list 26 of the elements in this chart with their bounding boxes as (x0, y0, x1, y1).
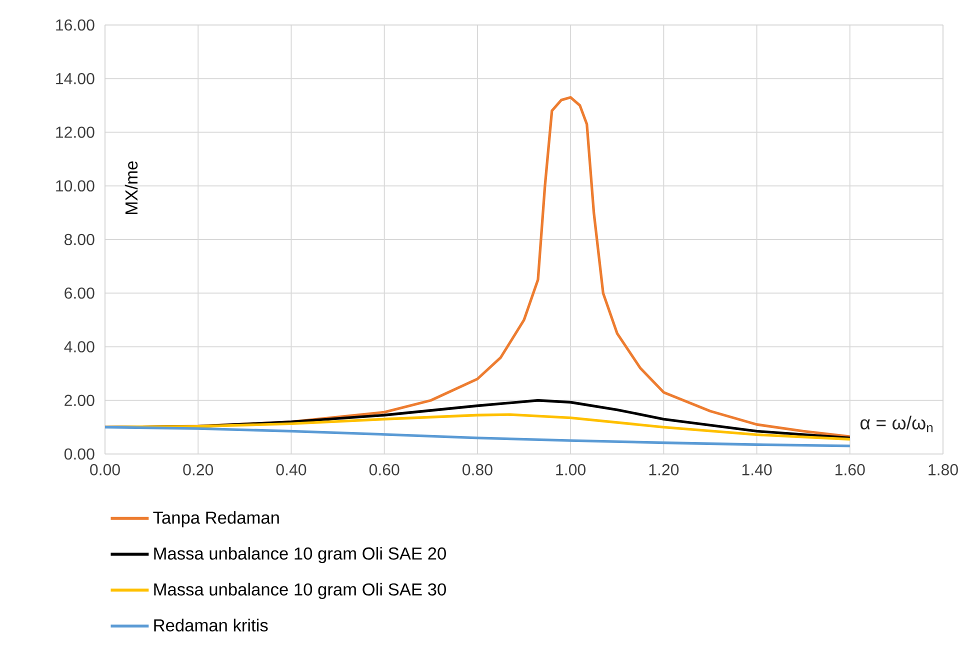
y-tick-label: 2.00 (64, 394, 94, 406)
legend-label: Tanpa Redaman (153, 511, 279, 528)
line-series (105, 426, 852, 448)
x-tick-label: 1.00 (556, 464, 586, 476)
x-tick-label: 1.20 (649, 464, 679, 476)
x-tick-label: 0.80 (462, 464, 492, 476)
legend-label: Massa unbalance 10 gram Oli SAE 30 (154, 582, 446, 600)
x-tick-label: 0.40 (276, 464, 306, 476)
y-tick-label: 12.00 (56, 126, 94, 138)
y-tick-label: 8.00 (64, 234, 94, 246)
x-tick-label: 0.60 (369, 464, 400, 476)
legend-label: Redaman kritis (154, 618, 268, 632)
y-tick-label: 0.00 (64, 448, 94, 460)
y-tick-label: 4.00 (64, 341, 94, 352)
legend-label: Massa unbalance 10 gram Oli SAE 20 (154, 546, 446, 564)
x-tick-label: 0.20 (183, 464, 214, 476)
y-tick-label: 6.00 (64, 287, 94, 299)
y-tick-label: 16.00 (56, 19, 94, 31)
x-tick-label: 1.40 (742, 464, 772, 476)
x-tick-label: 1.60 (836, 464, 865, 476)
x-tick-label: 0.00 (90, 464, 120, 476)
x-tick-label: 1.80 (928, 464, 958, 476)
y-tick-label: 10.00 (56, 180, 94, 192)
y-axis-title: MX/me (124, 161, 138, 214)
y-tick-label: 14.00 (56, 72, 94, 84)
x-axis-title: α = ω/ω$_{n}$ (860, 416, 933, 432)
